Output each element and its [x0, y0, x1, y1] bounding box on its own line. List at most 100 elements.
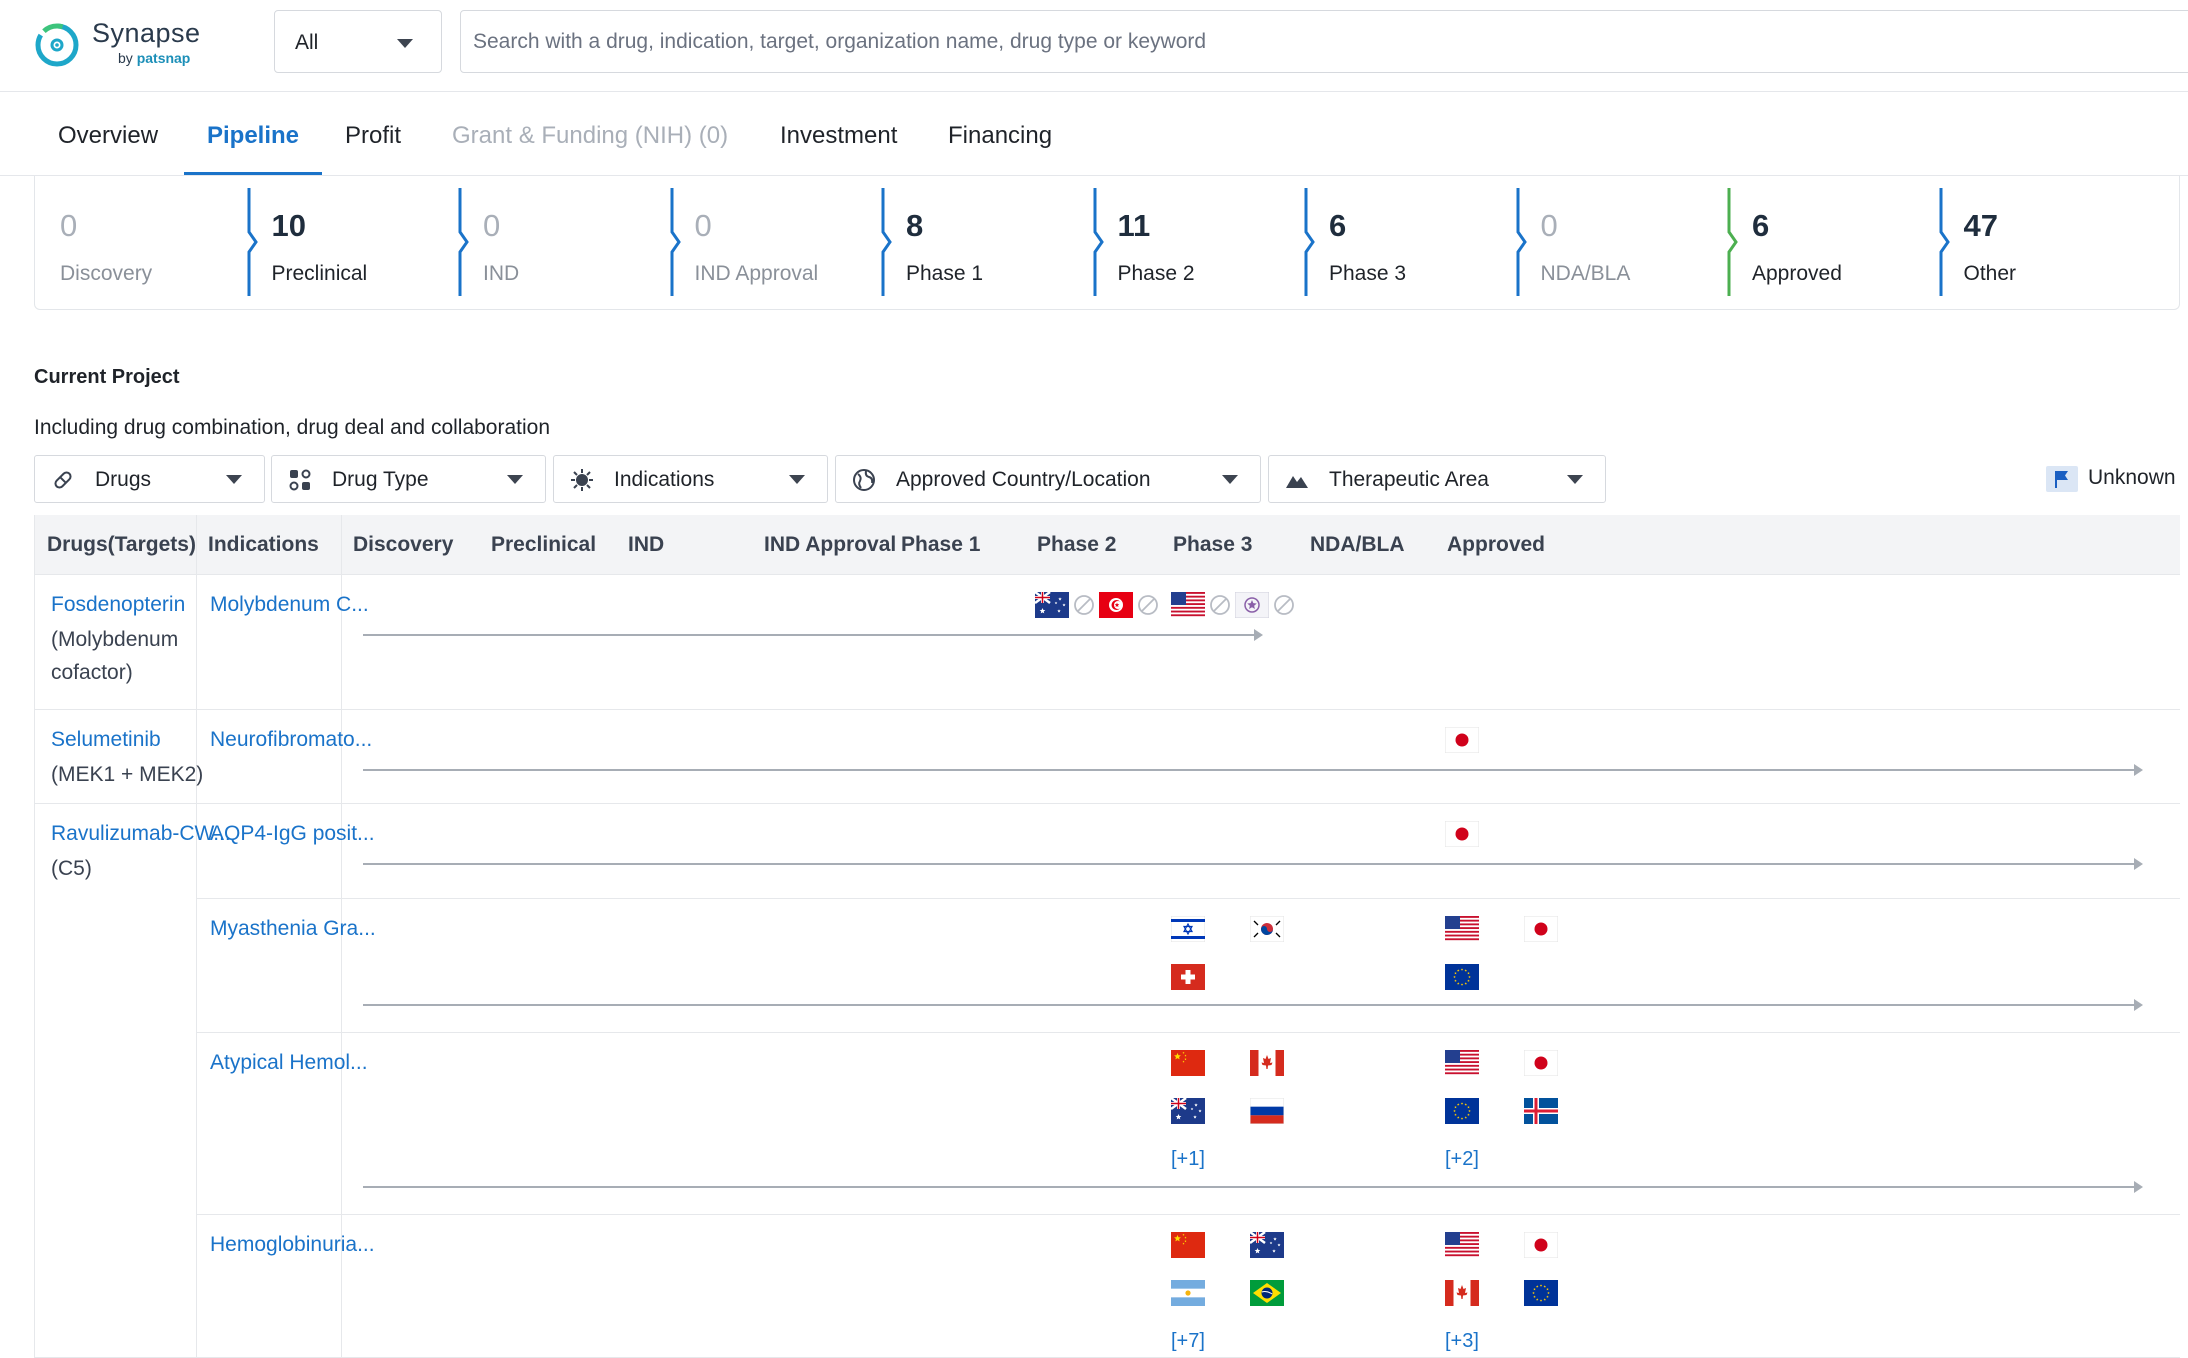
- indications-filter[interactable]: Indications: [553, 455, 828, 503]
- phase-summary-phase-2[interactable]: 11Phase 2: [1093, 188, 1304, 296]
- drug-link[interactable]: Fosdenopterin: [51, 593, 185, 617]
- indication-link[interactable]: Hemoglobinuria...: [210, 1233, 375, 1257]
- mountain-icon: [1285, 468, 1309, 492]
- column-header-ind-approval[interactable]: IND Approval: [764, 533, 896, 557]
- flag-japan-icon[interactable]: [1524, 916, 1558, 942]
- column-header-drugs-targets[interactable]: Drugs(Targets): [47, 533, 196, 557]
- tab-investment[interactable]: Investment: [780, 122, 897, 150]
- drug-type-filter-label: Drug Type: [332, 468, 429, 492]
- company-tabs: Overview Pipeline Profit Grant & Funding…: [0, 92, 2188, 176]
- phase-chevron-icon: [1727, 188, 1741, 296]
- flag-eu-icon[interactable]: [1445, 964, 1479, 990]
- drug-link[interactable]: Selumetinib: [51, 728, 161, 752]
- flag-switzerland-icon[interactable]: [1171, 964, 1205, 990]
- approved-country-filter[interactable]: Approved Country/Location: [835, 455, 1261, 503]
- flag-taiwan-icon[interactable]: [1235, 592, 1269, 618]
- phase-chevron-icon: [247, 188, 261, 296]
- more-countries-link[interactable]: [+2]: [1445, 1148, 1479, 1171]
- unknown-flag-icon: [2046, 466, 2078, 492]
- flag-australia-icon[interactable]: [1035, 592, 1069, 618]
- column-header-ind[interactable]: IND: [628, 533, 664, 557]
- phase-summary-phase-1[interactable]: 8Phase 1: [881, 188, 1092, 296]
- flag-canada-icon[interactable]: [1445, 1280, 1479, 1306]
- flag-eu-icon[interactable]: [1524, 1280, 1558, 1306]
- column-header-phase-2[interactable]: Phase 2: [1037, 533, 1116, 557]
- drug-link[interactable]: Ravulizumab-CW...: [51, 822, 231, 846]
- indication-link[interactable]: Atypical Hemol...: [210, 1051, 368, 1075]
- column-header-nda-bla[interactable]: NDA/BLA: [1310, 533, 1405, 557]
- progress-arrow: [363, 769, 2141, 771]
- column-header-indications[interactable]: Indications: [208, 533, 319, 557]
- indication-link[interactable]: Myasthenia Gra...: [210, 917, 376, 941]
- no-entry-icon: [1273, 594, 1295, 616]
- flag-japan-icon[interactable]: [1445, 727, 1479, 753]
- flag-australia-icon[interactable]: [1171, 1098, 1205, 1124]
- flag-south-korea-icon[interactable]: [1250, 916, 1284, 942]
- flag-brazil-icon[interactable]: [1250, 1280, 1284, 1306]
- flag-china-icon[interactable]: [1171, 1050, 1205, 1076]
- indication-link[interactable]: AQP4-IgG posit...: [210, 822, 375, 846]
- search-box[interactable]: [460, 10, 2188, 73]
- column-header-phase-1[interactable]: Phase 1: [901, 533, 980, 557]
- flag-israel-icon[interactable]: [1171, 916, 1205, 942]
- flag-canada-icon[interactable]: [1250, 1050, 1284, 1076]
- flag-usa-icon[interactable]: [1445, 1050, 1479, 1076]
- flag-australia-icon[interactable]: [1250, 1232, 1284, 1258]
- flag-japan-icon[interactable]: [1524, 1050, 1558, 1076]
- phase-summary-preclinical[interactable]: 10Preclinical: [247, 188, 458, 296]
- column-header-preclinical[interactable]: Preclinical: [491, 533, 596, 557]
- tab-profit[interactable]: Profit: [345, 122, 401, 150]
- synapse-logo[interactable]: Synapse by patsnap: [32, 18, 202, 70]
- indication-link[interactable]: Neurofibromato...: [210, 728, 372, 752]
- phase-summary-phase-3[interactable]: 6Phase 3: [1304, 188, 1515, 296]
- flag-iceland-icon[interactable]: [1524, 1098, 1558, 1124]
- flag-eu-icon[interactable]: [1445, 1098, 1479, 1124]
- approved-country-filter-label: Approved Country/Location: [896, 468, 1151, 492]
- phase-chevron-icon: [881, 188, 895, 296]
- phase-label: Discovery: [60, 262, 152, 286]
- flag-usa-icon[interactable]: [1171, 592, 1205, 618]
- search-scope-select[interactable]: All: [274, 10, 442, 73]
- search-input[interactable]: [473, 25, 2073, 59]
- phase-count: 6: [1752, 208, 1769, 244]
- indication-link[interactable]: Molybdenum C...: [210, 593, 369, 617]
- phase-label: NDA/BLA: [1541, 262, 1631, 286]
- flag-china-icon[interactable]: [1171, 1232, 1205, 1258]
- phase-chevron-icon: [458, 188, 472, 296]
- phase-label: Other: [1964, 262, 2017, 286]
- column-header-approved[interactable]: Approved: [1447, 533, 1545, 557]
- phase-chevron-icon: [670, 188, 684, 296]
- column-divider: [196, 515, 197, 1358]
- phase-summary-other[interactable]: 47Other: [1939, 188, 2150, 296]
- flag-usa-icon[interactable]: [1445, 916, 1479, 942]
- tab-financing[interactable]: Financing: [948, 122, 1052, 150]
- flag-japan-icon[interactable]: [1445, 821, 1479, 847]
- more-countries-link[interactable]: [+3]: [1445, 1330, 1479, 1353]
- indications-filter-label: Indications: [614, 468, 714, 492]
- chevron-down-icon: [1222, 475, 1238, 484]
- drugs-filter[interactable]: Drugs: [34, 455, 265, 503]
- phase-summary-approved[interactable]: 6Approved: [1727, 188, 1938, 296]
- phase-summary-ind-approval[interactable]: 0IND Approval: [670, 188, 881, 296]
- flag-russia-icon[interactable]: [1250, 1098, 1284, 1124]
- more-countries-link[interactable]: [+1]: [1171, 1148, 1205, 1171]
- drug-type-filter[interactable]: Drug Type: [271, 455, 546, 503]
- phase-summary-ind[interactable]: 0IND: [458, 188, 669, 296]
- table-row-divider: [35, 803, 2180, 804]
- flag-argentina-icon[interactable]: [1171, 1280, 1205, 1306]
- therapeutic-area-filter[interactable]: Therapeutic Area: [1268, 455, 1606, 503]
- phase-summary-discovery[interactable]: 0Discovery: [35, 188, 246, 296]
- flag-tunisia-icon[interactable]: [1099, 592, 1133, 618]
- column-header-phase-3[interactable]: Phase 3: [1173, 533, 1252, 557]
- tab-overview[interactable]: Overview: [58, 122, 158, 150]
- flag-japan-icon[interactable]: [1524, 1232, 1558, 1258]
- phase-summary-nda-bla[interactable]: 0NDA/BLA: [1516, 188, 1727, 296]
- phase-label: IND: [483, 262, 519, 286]
- no-entry-icon: [1137, 594, 1159, 616]
- therapeutic-area-filter-label: Therapeutic Area: [1329, 468, 1489, 492]
- tab-pipeline[interactable]: Pipeline: [207, 122, 299, 150]
- phase-count: 10: [272, 208, 306, 244]
- more-countries-link[interactable]: [+7]: [1171, 1330, 1205, 1353]
- flag-usa-icon[interactable]: [1445, 1232, 1479, 1258]
- column-header-discovery[interactable]: Discovery: [353, 533, 453, 557]
